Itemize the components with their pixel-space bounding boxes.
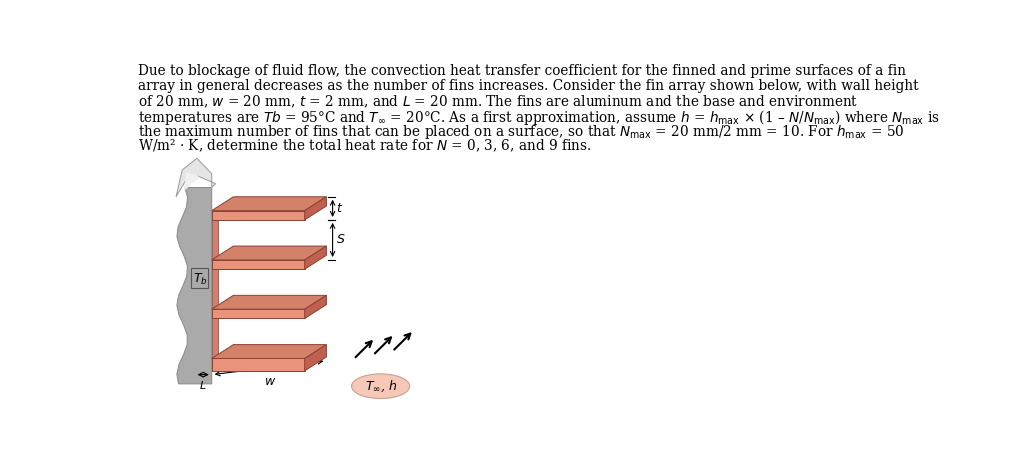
Bar: [212, 358, 305, 371]
Text: $t$: $t$: [336, 202, 343, 215]
Bar: [212, 319, 218, 358]
Bar: [212, 211, 305, 220]
Text: of 20 mm, $w$ = 20 mm, $t$ = 2 mm, and $L$ = 20 mm. The fins are aluminum and th: of 20 mm, $w$ = 20 mm, $t$ = 2 mm, and $…: [138, 93, 858, 110]
Text: $L$: $L$: [200, 379, 207, 391]
Polygon shape: [183, 172, 212, 191]
Polygon shape: [212, 197, 327, 211]
Polygon shape: [305, 345, 327, 371]
Polygon shape: [212, 246, 327, 260]
Text: temperatures are $Tb$ = 95°C and $T_\infty$ = 20°C. As a first approximation, as: temperatures are $Tb$ = 95°C and $T_\inf…: [138, 108, 940, 127]
Polygon shape: [212, 295, 327, 309]
Polygon shape: [305, 246, 327, 269]
Polygon shape: [176, 158, 216, 197]
Bar: [212, 309, 305, 319]
Bar: [191, 269, 208, 288]
Text: W/m² $\cdot$ K, determine the total heat rate for $N$ = 0, 3, 6, and 9 fins.: W/m² $\cdot$ K, determine the total heat…: [138, 137, 592, 154]
Text: array in general decreases as the number of fins increases. Consider the fin arr: array in general decreases as the number…: [138, 79, 919, 93]
Text: the maximum number of fins that can be placed on a surface, so that $N_\mathrm{m: the maximum number of fins that can be p…: [138, 123, 904, 141]
Polygon shape: [305, 295, 327, 319]
Text: $T_b$: $T_b$: [193, 272, 208, 287]
Polygon shape: [212, 345, 327, 358]
Text: $w$: $w$: [264, 375, 276, 388]
Bar: [212, 220, 218, 260]
Bar: [212, 260, 305, 269]
Polygon shape: [177, 187, 212, 384]
Text: Due to blockage of fluid flow, the convection heat transfer coefficient for the : Due to blockage of fluid flow, the conve…: [138, 64, 906, 78]
Ellipse shape: [351, 374, 410, 398]
Text: $S$: $S$: [336, 233, 345, 246]
Polygon shape: [305, 197, 327, 220]
Text: $T_\infty$, $h$: $T_\infty$, $h$: [365, 379, 396, 394]
Bar: [212, 269, 218, 309]
